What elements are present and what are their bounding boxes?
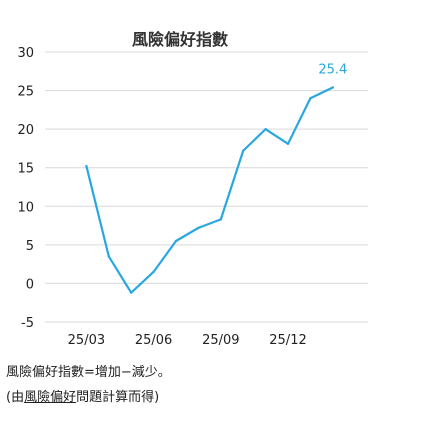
x-tick-label: 25/06 xyxy=(135,333,172,348)
y-tick-label: 10 xyxy=(17,200,34,215)
data-point xyxy=(152,270,155,274)
x-tick-label: 25/12 xyxy=(269,333,306,348)
x-axis-tick-labels: 25/03 25/06 25/09 25/12 xyxy=(68,333,307,348)
data-point xyxy=(309,97,312,100)
data-point xyxy=(107,255,111,258)
data-point xyxy=(331,86,334,89)
footnote-source-suffix: 問題計算而得) xyxy=(76,390,160,405)
data-point xyxy=(286,142,290,145)
footnote-source: (由風險偏好問題計算而得) xyxy=(6,386,159,405)
y-tick-label: 0 xyxy=(26,277,34,292)
footnote-definition: 風險偏好指數=增加−減少。 xyxy=(6,365,171,380)
x-tick-label: 25/03 xyxy=(68,333,105,348)
y-axis-tick-labels: 30 25 20 15 10 5 0 -5 xyxy=(17,46,34,331)
series-line-0 xyxy=(85,86,334,294)
footnote-source-prefix: (由 xyxy=(6,390,25,405)
data-point xyxy=(130,291,133,294)
data-point xyxy=(85,164,88,168)
y-tick-label: -5 xyxy=(21,316,34,331)
gridlines xyxy=(45,51,368,323)
y-tick-label: 20 xyxy=(17,123,34,138)
y-tick-label: 30 xyxy=(17,46,34,61)
data-point xyxy=(242,149,245,152)
y-tick-label: 5 xyxy=(26,239,34,254)
data-point xyxy=(197,226,200,230)
data-label-last: 25.4 xyxy=(318,62,347,77)
series-layer xyxy=(85,86,334,294)
footnote-source-underlined: 風險偏好 xyxy=(24,390,77,405)
data-point xyxy=(219,218,222,221)
data-labels: 25.4 xyxy=(318,62,347,77)
y-tick-label: 25 xyxy=(17,85,34,100)
data-point xyxy=(264,127,267,131)
chart-title: 風險偏好指數 xyxy=(132,30,228,49)
y-tick-label: 15 xyxy=(17,162,34,177)
data-point xyxy=(174,239,178,243)
x-tick-label: 25/09 xyxy=(202,333,239,348)
